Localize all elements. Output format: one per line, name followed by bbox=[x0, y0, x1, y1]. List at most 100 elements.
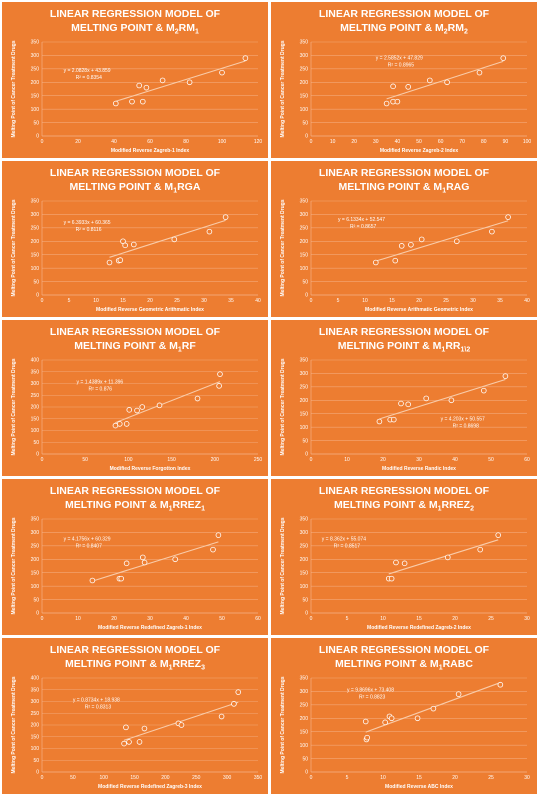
chart-title-line1: LINEAR REGRESSION MODEL OF bbox=[319, 326, 490, 338]
tick-label-y: 250 bbox=[300, 226, 309, 232]
r-squared-label: R² = 0.8116 bbox=[76, 227, 102, 233]
r-squared-label: R² = 0.8823 bbox=[359, 694, 385, 700]
trendline bbox=[109, 219, 226, 258]
tick-label-x: 200 bbox=[161, 775, 170, 781]
tick-label-x: 0 bbox=[310, 616, 313, 622]
tick-label-x: 50 bbox=[82, 457, 88, 463]
data-point bbox=[500, 55, 507, 61]
data-point bbox=[116, 421, 123, 427]
title-suffix-subscript: 1 bbox=[195, 29, 199, 36]
tick-label-y: 350 bbox=[300, 199, 309, 205]
chart-svg: LINEAR REGRESSION MODEL OF MELTING POINT … bbox=[280, 644, 530, 790]
title-main: MELTING POINT & M bbox=[338, 340, 442, 352]
tick-label-x: 5 bbox=[346, 775, 349, 781]
data-point bbox=[394, 98, 401, 105]
data-point bbox=[123, 560, 130, 567]
x-axis-label: Modified Reverse Zagreb-2 Index bbox=[380, 148, 459, 154]
title-suffix: RM bbox=[179, 22, 196, 34]
title-main: MELTING POINT & M bbox=[65, 499, 169, 511]
tick-label-y: 50 bbox=[33, 120, 39, 126]
data-point bbox=[206, 228, 213, 235]
tick-label-x: 40 bbox=[183, 616, 189, 622]
data-point bbox=[210, 546, 216, 553]
tick-label-y: 250 bbox=[300, 67, 309, 73]
tick-label-y: 350 bbox=[300, 358, 309, 364]
y-axis-label: Melting Point of Cancer Treatment Drugs bbox=[11, 358, 17, 455]
chart-title-line2: MELTING POINT & M1RAG bbox=[339, 181, 470, 195]
y-axis-label: Melting Point of Cancer Treatment Drugs bbox=[11, 199, 17, 296]
tick-label-y: 0 bbox=[305, 770, 308, 776]
data-point bbox=[136, 82, 143, 89]
data-point bbox=[126, 739, 132, 745]
tick-label-y: 100 bbox=[300, 425, 309, 431]
title-suffix: RR bbox=[445, 340, 461, 352]
regression-equation: y = 6.3933x + 60.365 bbox=[64, 220, 111, 226]
tick-label-y: 0 bbox=[305, 611, 308, 617]
tick-label-x: 0 bbox=[41, 298, 44, 304]
title-main: MELTING POINT & M bbox=[70, 181, 174, 193]
chart-panel: LINEAR REGRESSION MODEL OF MELTING POINT … bbox=[2, 479, 268, 635]
r-squared-label: R² = 0.8354 bbox=[76, 75, 102, 81]
data-point bbox=[376, 418, 383, 425]
chart-panel: LINEAR REGRESSION MODEL OF MELTING POINT … bbox=[271, 161, 537, 317]
tick-label-y: 400 bbox=[31, 358, 40, 364]
data-point bbox=[382, 719, 388, 726]
tick-label-y: 200 bbox=[31, 405, 40, 411]
data-point bbox=[172, 556, 179, 563]
chart-svg: LINEAR REGRESSION MODEL OF MELTING POINT … bbox=[11, 326, 262, 472]
title-subscript: 2 bbox=[444, 29, 448, 36]
tick-label-x: 40 bbox=[395, 139, 401, 145]
data-point bbox=[373, 259, 379, 266]
data-point bbox=[445, 554, 451, 561]
chart-svg: LINEAR REGRESSION MODEL OF MELTING POINT … bbox=[11, 644, 262, 790]
tick-label-x: 10 bbox=[380, 616, 386, 622]
tick-label-x: 20 bbox=[351, 139, 357, 145]
tick-label-x: 0 bbox=[310, 298, 313, 304]
tick-label-x: 20 bbox=[416, 298, 422, 304]
tick-label-x: 40 bbox=[111, 139, 117, 145]
tick-label-y: 150 bbox=[300, 93, 309, 99]
title-suffix: RF bbox=[182, 340, 197, 352]
tick-label-x: 5 bbox=[346, 616, 349, 622]
title-subscript: 1 bbox=[438, 506, 442, 513]
r-squared-label: R² = 0.8313 bbox=[85, 705, 111, 711]
tick-label-y: 0 bbox=[305, 293, 308, 299]
tick-label-y: 50 bbox=[302, 597, 308, 603]
chart-title-line1: LINEAR REGRESSION MODEL OF bbox=[319, 485, 490, 497]
tick-label-y: 100 bbox=[31, 746, 40, 752]
tick-label-y: 0 bbox=[36, 134, 39, 140]
tick-label-y: 50 bbox=[302, 120, 308, 126]
chart-title-line1: LINEAR REGRESSION MODEL OF bbox=[319, 8, 490, 20]
title-main: MELTING POINT & M bbox=[334, 499, 438, 511]
tick-label-x: 10 bbox=[330, 139, 336, 145]
tick-label-y: 150 bbox=[31, 93, 40, 99]
data-point bbox=[383, 100, 390, 107]
data-point bbox=[156, 402, 163, 409]
title-suffix: RABC bbox=[443, 658, 474, 670]
tick-label-y: 350 bbox=[300, 517, 309, 523]
tick-label-y: 350 bbox=[300, 40, 309, 46]
chart-svg: LINEAR REGRESSION MODEL OF MELTING POINT … bbox=[280, 8, 531, 154]
r-squared-label: R² = 0.8407 bbox=[76, 543, 102, 549]
r-squared-label: R² = 0.876 bbox=[89, 387, 113, 393]
chart-panel: LINEAR REGRESSION MODEL OF MELTING POINT … bbox=[271, 638, 537, 794]
tick-label-y: 200 bbox=[300, 716, 309, 722]
y-axis-label: Melting Point of Cancer Treatment Drugs bbox=[11, 40, 17, 137]
chart-title-line1: LINEAR REGRESSION MODEL OF bbox=[319, 167, 490, 179]
tick-label-y: 200 bbox=[31, 239, 40, 245]
data-point bbox=[143, 84, 150, 91]
data-point bbox=[141, 725, 148, 732]
title-suffix-subscript: 1\2 bbox=[460, 347, 470, 354]
data-point bbox=[477, 546, 484, 553]
tick-label-x: 0 bbox=[41, 616, 44, 622]
data-point bbox=[444, 79, 450, 86]
data-point bbox=[129, 98, 135, 105]
tick-label-x: 5 bbox=[337, 298, 340, 304]
tick-label-y: 150 bbox=[300, 411, 309, 417]
chart-panel: LINEAR REGRESSION MODEL OF MELTING POINT … bbox=[2, 161, 268, 317]
data-point bbox=[430, 705, 437, 712]
tick-label-x: 20 bbox=[380, 457, 386, 463]
data-point bbox=[186, 79, 193, 86]
y-axis-label: Melting Point of Cancer Treatment Drugs bbox=[280, 517, 286, 614]
tick-label-y: 200 bbox=[31, 557, 40, 563]
